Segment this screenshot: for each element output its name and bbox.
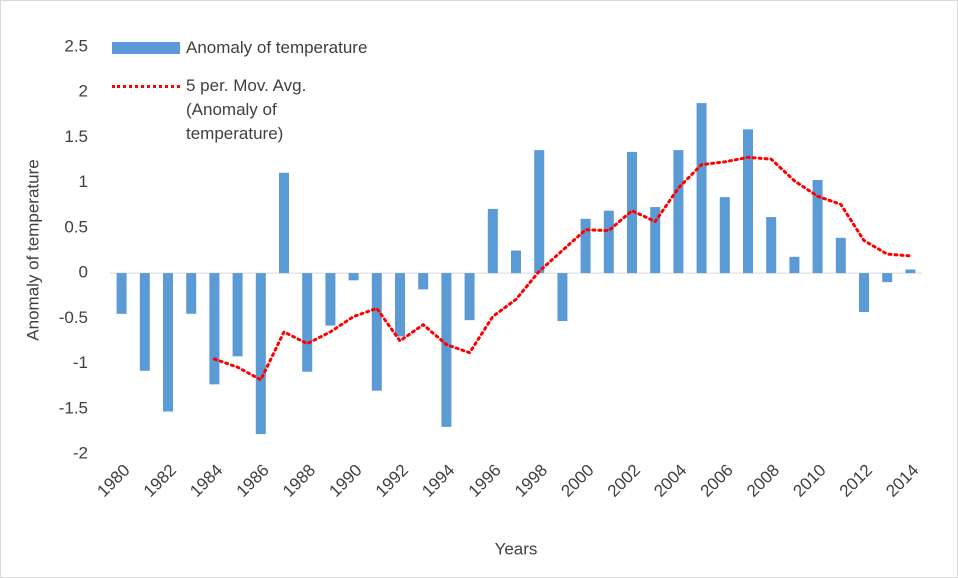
bar — [163, 273, 173, 412]
legend-entry: Anomaly of temperature — [110, 36, 446, 60]
bar — [789, 256, 800, 274]
bar — [719, 197, 730, 274]
legend-swatch — [110, 36, 182, 60]
y-tick-label: 2 — [79, 82, 88, 101]
bar — [511, 250, 521, 274]
y-axis-label: Anomaly of temperature — [23, 159, 42, 340]
bar — [580, 218, 591, 274]
bar — [116, 273, 127, 314]
y-tick-label: -0.5 — [59, 308, 88, 327]
bar — [603, 210, 614, 274]
legend-label: 5 per. Mov. Avg. (Anomaly of temperature… — [186, 76, 307, 143]
y-tick-label: -1 — [73, 353, 88, 372]
bar — [673, 150, 684, 274]
bar — [835, 237, 846, 274]
moving-average-line — [212, 155, 912, 382]
y-tick-label: 0.5 — [64, 217, 88, 236]
bar — [743, 129, 753, 274]
y-tick-label: 1 — [79, 172, 88, 191]
bar — [441, 273, 452, 427]
bar — [534, 150, 545, 274]
bar — [348, 273, 359, 281]
legend-swatch — [110, 74, 182, 98]
bar — [766, 217, 777, 274]
y-tick-label: 1.5 — [64, 127, 88, 146]
bar — [395, 273, 405, 337]
bar — [487, 208, 498, 274]
bar — [418, 273, 429, 290]
bar — [812, 179, 823, 274]
y-tick-label: 2.5 — [64, 36, 88, 55]
legend-entry: 5 per. Mov. Avg. (Anomaly of temperature… — [110, 74, 446, 146]
x-axis-label: Years — [495, 539, 538, 558]
bar — [232, 273, 243, 357]
bar — [302, 273, 313, 372]
bar — [859, 273, 869, 313]
bar — [139, 273, 150, 371]
bar — [371, 273, 382, 391]
bar — [882, 273, 893, 283]
bar — [627, 151, 637, 274]
bar — [186, 273, 197, 314]
y-tick-label: -1.5 — [59, 398, 88, 417]
y-tick-label: -2 — [73, 443, 88, 462]
y-tick-label: 0 — [79, 263, 88, 282]
legend: Anomaly of temperature 5 per. Mov. Avg. (… — [110, 36, 446, 160]
bar — [696, 103, 707, 274]
bar — [905, 269, 916, 274]
bar — [325, 273, 336, 326]
bar — [279, 172, 289, 274]
legend-label: Anomaly of temperature — [186, 38, 368, 57]
bar — [650, 207, 661, 274]
bar — [557, 273, 568, 322]
bar — [464, 273, 475, 321]
bar — [209, 273, 220, 385]
bar — [255, 273, 266, 435]
